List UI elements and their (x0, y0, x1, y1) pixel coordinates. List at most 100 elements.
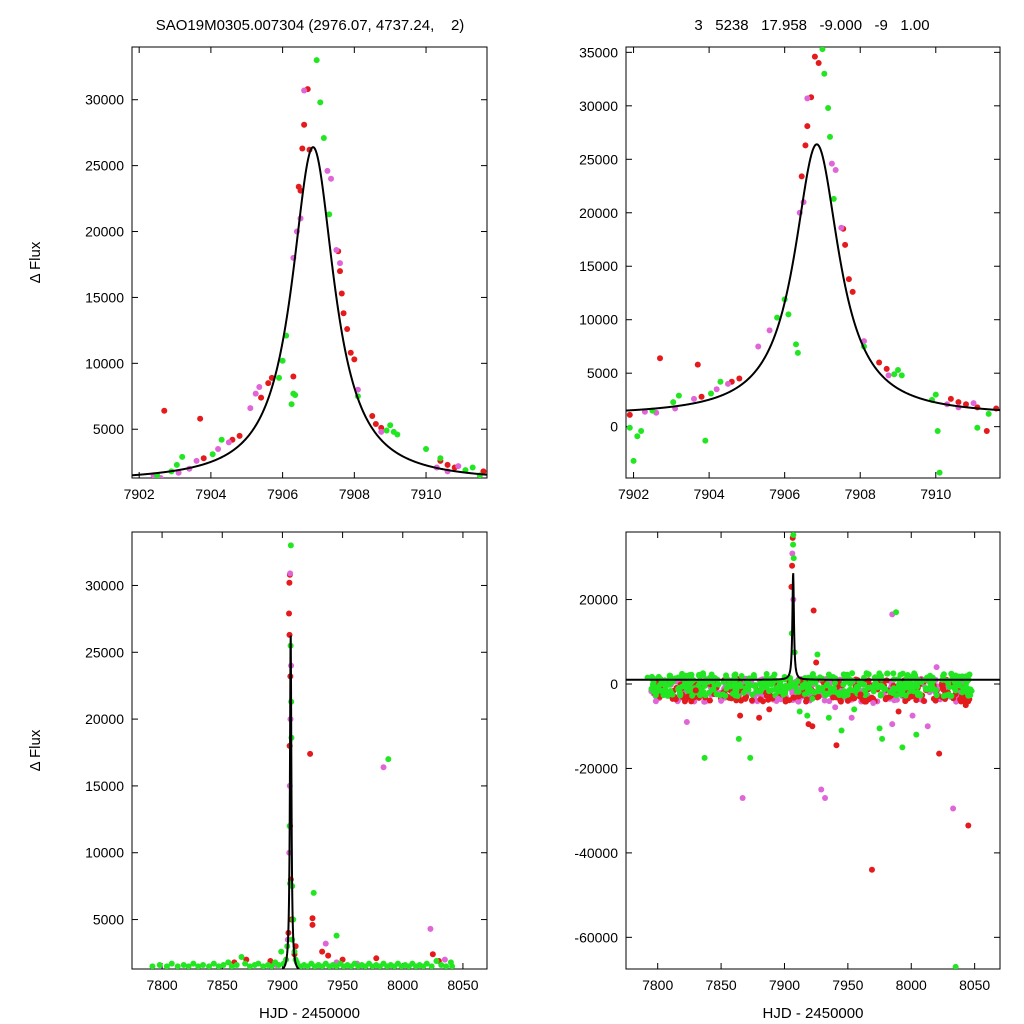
data-point (827, 133, 833, 140)
data-point (441, 956, 448, 963)
data-point (819, 684, 826, 691)
data-point (879, 735, 886, 742)
data-point (340, 310, 347, 317)
data-point (802, 142, 809, 149)
data-point (756, 714, 763, 721)
data-point (885, 372, 892, 379)
data-point (842, 241, 849, 248)
data-point (180, 961, 187, 968)
data-point (902, 698, 909, 705)
data-point (437, 455, 444, 462)
data-point (924, 723, 931, 730)
data-point (702, 437, 709, 444)
data-point (838, 224, 845, 231)
data-point (945, 691, 952, 698)
data-point (751, 682, 758, 689)
data-point (676, 689, 683, 696)
data-point (309, 915, 316, 922)
data-point (336, 268, 343, 275)
data-point (378, 428, 385, 435)
data-point (838, 727, 845, 734)
data-point (777, 679, 784, 686)
data-point (826, 690, 833, 697)
panel-bottom-right: 7800 7850 7900 7950 8000 8050 -60000 -40000 -200… (574, 531, 1001, 1022)
data-point (333, 246, 340, 253)
data-point (955, 399, 962, 406)
plot-area (149, 542, 456, 969)
series-magenta (683, 550, 957, 812)
model-curve (626, 573, 1000, 681)
data-point (983, 427, 990, 434)
data-point (830, 195, 837, 202)
data-point (683, 694, 690, 701)
data-point (706, 689, 713, 696)
data-point (963, 401, 969, 408)
data-point (387, 422, 394, 429)
data-point (344, 326, 351, 333)
data-point (174, 963, 181, 969)
y-tick-label: 5000 (587, 365, 618, 381)
data-point (857, 691, 864, 698)
data-point (808, 679, 815, 686)
data-point (847, 681, 854, 688)
data-point (301, 121, 308, 128)
data-point (220, 961, 227, 968)
data-point (796, 708, 803, 715)
data-point (670, 399, 677, 406)
data-point (965, 822, 972, 829)
series-red (692, 534, 972, 873)
panel-top-left: 7902 7904 7906 7908 7910 5000 10000 15000 20000 2… (27, 46, 488, 502)
data-point (891, 371, 898, 378)
data-point (794, 349, 801, 356)
band-series-green (648, 670, 975, 699)
data-point (920, 698, 927, 705)
data-point (849, 670, 856, 677)
data-point (861, 698, 868, 705)
data-point (899, 670, 906, 677)
data-point (328, 175, 335, 182)
data-point (788, 679, 795, 686)
x-tick-label: 8050 (447, 977, 478, 993)
data-point (638, 427, 645, 434)
data-point (200, 455, 207, 462)
data-point (757, 688, 764, 695)
data-point (218, 436, 225, 443)
data-point (821, 697, 828, 704)
data-point (236, 432, 243, 439)
data-point (242, 960, 249, 967)
data-point (694, 361, 701, 368)
data-point (324, 167, 331, 174)
series-magenta (273, 570, 448, 968)
data-point (848, 714, 855, 721)
data-point (870, 700, 877, 706)
data-point (679, 670, 686, 677)
y-tick-label: -60000 (574, 929, 618, 945)
data-point (830, 673, 837, 680)
data-point (252, 390, 259, 397)
data-point (774, 314, 781, 321)
data-point (936, 750, 943, 757)
y-axis-title: Δ Flux (27, 241, 44, 283)
x-tick-label: 7904 (195, 486, 226, 502)
data-point (795, 693, 802, 700)
data-point (868, 866, 875, 873)
y-tick-label: 20000 (85, 224, 124, 240)
data-point (882, 696, 889, 703)
y-tick-label: 10000 (579, 312, 618, 328)
data-point (675, 392, 682, 399)
data-point (775, 695, 782, 702)
data-point (845, 276, 852, 283)
data-point (732, 671, 739, 678)
data-point (956, 681, 963, 688)
data-point (258, 394, 265, 401)
data-point (832, 704, 839, 711)
data-point (725, 682, 732, 689)
data-point (965, 692, 972, 699)
data-point (821, 70, 828, 77)
data-point (429, 951, 436, 958)
data-point (701, 698, 708, 705)
y-tick-label: -20000 (574, 760, 618, 776)
series-red (161, 86, 487, 475)
data-point (960, 685, 967, 692)
data-point (723, 672, 730, 679)
